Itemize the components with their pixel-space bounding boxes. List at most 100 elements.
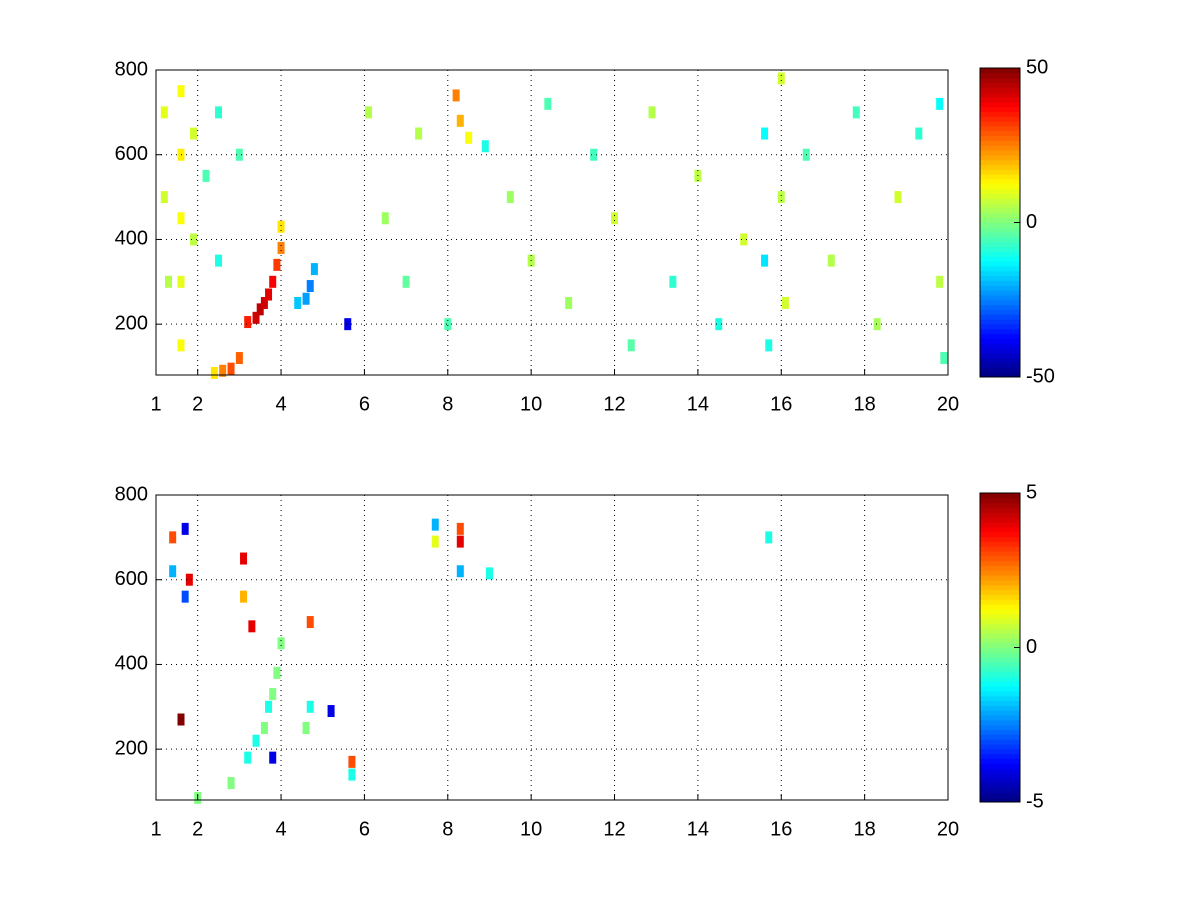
colorbar-step (980, 676, 1020, 682)
colorbar-step (980, 328, 1020, 335)
colorbar-step (980, 521, 1020, 528)
colorbar-step (980, 116, 1020, 122)
colorbar-step (980, 169, 1020, 175)
colorbar-step (980, 145, 1020, 151)
colorbar-step (980, 77, 1020, 83)
heat-cell (348, 755, 356, 768)
colorbar-step (980, 208, 1020, 214)
heat-cell (269, 688, 277, 701)
colorbar-step (980, 695, 1020, 702)
colorbar-step (980, 198, 1020, 204)
colorbar (980, 493, 1020, 803)
heat-cell (915, 127, 923, 140)
heat-cell (256, 303, 264, 316)
x-tick-label: 2 (192, 818, 203, 840)
y-tick-label: 800 (115, 483, 148, 505)
heat-cell (777, 72, 785, 85)
heat-cell (215, 106, 223, 119)
colorbar-step (980, 270, 1020, 277)
heat-cell (240, 552, 248, 565)
colorbar-step (980, 734, 1020, 740)
colorbar-step (980, 121, 1020, 127)
heat-cell (506, 191, 514, 204)
heat-cell (227, 777, 235, 790)
colorbar-step (980, 367, 1020, 373)
colorbar-step (980, 362, 1020, 368)
heat-cell (260, 296, 268, 309)
heat-cell (740, 233, 748, 246)
heat-cell (940, 352, 948, 365)
heat-cell (215, 254, 223, 267)
colorbar-step (980, 352, 1020, 359)
colorbar-step (980, 72, 1020, 79)
heat-cell (219, 364, 227, 377)
colorbar-step (980, 290, 1020, 296)
colorbar-step (980, 575, 1020, 581)
colorbar-step (980, 140, 1020, 146)
colorbar-step (980, 372, 1020, 378)
colorbar-step (980, 787, 1020, 793)
x-tick-label: 8 (442, 818, 453, 840)
colorbar-step (980, 275, 1020, 281)
heat-cell (765, 531, 773, 544)
colorbar-step (980, 212, 1020, 219)
y-tick-label: 600 (115, 143, 148, 165)
colorbar-step (980, 68, 1020, 74)
heat-cell (252, 311, 260, 324)
colorbar-step (980, 763, 1020, 769)
heat-cell (456, 114, 464, 127)
y-tick-label: 400 (115, 228, 148, 250)
colorbar-step (980, 690, 1020, 697)
heat-cell (381, 212, 389, 225)
colorbar-step (980, 526, 1020, 533)
colorbar-step (980, 125, 1020, 132)
colorbar-step (980, 768, 1020, 774)
heat-cell (277, 220, 285, 233)
colorbar-tick-label: 0 (1026, 636, 1037, 658)
x-tick-label: 18 (854, 393, 876, 415)
colorbar-step (980, 111, 1020, 117)
heat-cell (456, 565, 464, 578)
colorbar-step (980, 154, 1020, 161)
axes-box (155, 69, 949, 376)
colorbar-step (980, 251, 1020, 257)
colorbar-step (980, 531, 1020, 537)
heat-cell (169, 565, 177, 578)
x-tick-label: 16 (770, 393, 792, 415)
x-tick-label: 10 (520, 818, 542, 840)
heat-cell (765, 339, 773, 352)
heat-cell (190, 127, 198, 140)
colorbar-step (980, 164, 1020, 170)
colorbar-step (980, 338, 1020, 344)
y-tick-label: 400 (115, 653, 148, 675)
heat-cell (415, 127, 423, 140)
colorbar-step (980, 333, 1020, 339)
heat-cell (244, 316, 252, 329)
colorbar-step (980, 705, 1020, 711)
colorbar-step (980, 343, 1020, 349)
heat-cell (202, 169, 210, 182)
heat-cell (306, 700, 314, 713)
colorbar-step (980, 782, 1020, 789)
plot-area (160, 72, 948, 379)
x-tick-label: 20 (937, 393, 959, 415)
heat-cell (310, 263, 318, 276)
heat-cell (169, 531, 177, 544)
colorbar-tick-label: -5 (1026, 790, 1044, 812)
colorbar-step (980, 130, 1020, 137)
colorbar-step (980, 314, 1020, 320)
colorbar-step (980, 256, 1020, 262)
colorbar-step (980, 87, 1020, 93)
colorbar-step (980, 758, 1020, 764)
colorbar-step (980, 686, 1020, 692)
colorbar-step (980, 493, 1020, 499)
colorbar-step (980, 304, 1020, 310)
y-tick-label: 200 (115, 737, 148, 759)
heat-cell (873, 318, 881, 331)
heat-cell (277, 241, 285, 254)
colorbar-tick-label: 5 (1026, 481, 1037, 503)
heat-cell (244, 751, 252, 764)
colorbar-step (980, 82, 1020, 88)
x-tick-label: 12 (603, 393, 625, 415)
